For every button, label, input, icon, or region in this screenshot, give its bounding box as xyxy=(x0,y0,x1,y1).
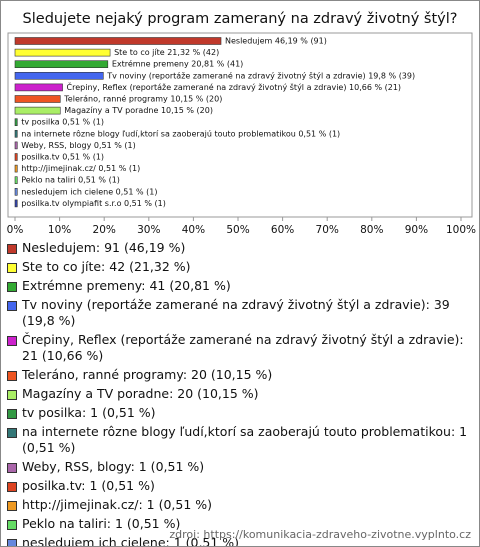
legend-label: na internete rôzne blogy ľudí,ktorí sa z… xyxy=(22,424,472,455)
x-tick-label: 100% xyxy=(446,224,476,236)
legend-item: nesledujem ich cielene: 1 (0,51 %) xyxy=(7,535,473,547)
legend-swatch xyxy=(7,501,17,511)
bar xyxy=(14,164,18,173)
bar xyxy=(14,176,18,184)
legend-label: nesledujem ich cielene: 1 (0,51 %) xyxy=(22,535,240,547)
bar-label: tv posilka 0,51 % (1) xyxy=(21,118,104,127)
legend-label: Peklo na taliri: 1 (0,51 %) xyxy=(22,516,181,531)
x-tick-label: 60% xyxy=(271,224,294,236)
legend-swatch xyxy=(7,463,17,473)
legend-item: Peklo na taliri: 1 (0,51 %) xyxy=(7,516,473,532)
legend-swatch xyxy=(7,263,17,273)
legend-item: Teleráno, ranné programy: 20 (10,15 %) xyxy=(7,367,473,383)
bar xyxy=(14,48,111,57)
legend-swatch xyxy=(7,520,17,530)
bar-label: Magazíny a TV poradne 10,15 % (20) xyxy=(64,106,213,115)
legend-label: http://jimejinak.cz/: 1 (0,51 %) xyxy=(22,497,213,512)
bar xyxy=(14,60,109,69)
legend-swatch xyxy=(7,301,17,311)
bar-label: posilka.tv olympiafit s.r.o 0,51 % (1) xyxy=(21,199,166,208)
legend-item: Nesledujem: 91 (46,19 %) xyxy=(7,240,473,256)
legend-item: http://jimejinak.cz/: 1 (0,51 %) xyxy=(7,497,473,513)
bar-label: posilka.tv 0,51 % (1) xyxy=(21,153,104,162)
legend-label: Tv noviny (reportáže zamerané na zdravý … xyxy=(22,297,454,328)
bar xyxy=(14,153,18,161)
chart: Sledujete nejaký program zameraný na zdr… xyxy=(7,11,476,236)
legend-swatch xyxy=(7,390,17,400)
bar-label: nesledujem ich cielene 0,51 % (1) xyxy=(21,187,157,196)
legend: Nesledujem: 91 (46,19 %) Ste to co jíte: … xyxy=(7,240,473,547)
legend-item: posilka.tv: 1 (0,51 %) xyxy=(7,478,473,494)
x-tick-label: 10% xyxy=(48,224,71,236)
source: zdroj: https://komunikacia-zdraveho-zivo… xyxy=(169,528,471,541)
bar xyxy=(14,118,18,126)
legend-swatch xyxy=(7,336,17,346)
bar xyxy=(14,106,61,115)
x-tick-label: 70% xyxy=(316,224,339,236)
legend-swatch xyxy=(7,244,17,254)
plot-frame xyxy=(7,32,473,218)
legend-label: tv posilka: 1 (0,51 %) xyxy=(22,405,156,420)
legend-swatch xyxy=(7,539,17,546)
legend-item: tv posilka: 1 (0,51 %) xyxy=(7,405,473,421)
legend-swatch xyxy=(7,409,17,419)
bar xyxy=(14,37,222,45)
bar xyxy=(14,188,18,196)
bar-label: Črepiny, Reflex (reportáže zamerané na z… xyxy=(67,81,402,92)
bar-label: Weby, RSS, blogy 0,51 % (1) xyxy=(21,141,135,150)
legend-item: Magazíny a TV poradne: 20 (10,15 %) xyxy=(7,386,473,402)
bar-label: Nesledujem 46,19 % (91) xyxy=(225,37,327,46)
bar xyxy=(14,130,18,138)
legend-item: Tv noviny (reportáže zamerané na zdravý … xyxy=(7,297,473,329)
legend-label: Črepiny, Reflex (reportáže zamerané na z… xyxy=(22,332,468,363)
bar xyxy=(14,72,104,80)
legend-swatch xyxy=(7,371,17,381)
legend-item: na internete rôzne blogy ľudí,ktorí sa z… xyxy=(7,424,473,456)
bar-label: Teleráno, ranné programy 10,15 % (20) xyxy=(63,94,222,104)
bar xyxy=(14,95,61,103)
legend-swatch xyxy=(7,482,17,492)
x-tick-label: 20% xyxy=(93,224,116,236)
bar-label: http://jimejinak.cz/ 0,51 % (1) xyxy=(21,164,140,173)
x-tick-label: 40% xyxy=(182,224,205,236)
legend-label: Ste to co jíte: 42 (21,32 %) xyxy=(22,259,191,274)
bar-label: Tv noviny (reportáže zamerané na zdravý … xyxy=(106,70,415,80)
x-tick-label: 80% xyxy=(360,224,383,236)
legend-label: Teleráno, ranné programy: 20 (10,15 %) xyxy=(22,367,273,382)
bar-label: na internete rôzne blogy ľudí,ktorí sa z… xyxy=(21,128,340,138)
x-tick-label: 0% xyxy=(7,224,24,236)
bar xyxy=(14,141,18,150)
x-tick-label: 50% xyxy=(226,224,249,236)
legend-label: Nesledujem: 91 (46,19 %) xyxy=(22,240,186,255)
legend-item: Ste to co jíte: 42 (21,32 %) xyxy=(7,259,473,275)
legend-label: Weby, RSS, blogy: 1 (0,51 %) xyxy=(22,459,205,474)
legend-label: Magazíny a TV poradne: 20 (10,15 %) xyxy=(22,386,259,401)
x-tick-label: 30% xyxy=(137,224,160,236)
legend-label: Extrémne premeny: 41 (20,81 %) xyxy=(22,278,231,293)
legend-label: posilka.tv: 1 (0,51 %) xyxy=(22,478,155,493)
legend-item: Extrémne premeny: 41 (20,81 %) xyxy=(7,278,473,294)
legend-swatch xyxy=(7,282,17,292)
bar-label: Peklo na taliri 0,51 % (1) xyxy=(21,176,120,185)
x-tick-label: 90% xyxy=(405,224,428,236)
bar xyxy=(14,83,63,92)
bar-label: Ste to co jíte 21,32 % (42) xyxy=(114,48,219,57)
bar xyxy=(14,199,18,208)
chart-title: Sledujete nejaký program zameraný na zdr… xyxy=(23,11,458,27)
legend-swatch xyxy=(7,428,17,438)
legend-item: Weby, RSS, blogy: 1 (0,51 %) xyxy=(7,459,473,475)
bar-label: Extrémne premeny 20,81 % (41) xyxy=(112,59,243,69)
legend-item: Črepiny, Reflex (reportáže zamerané na z… xyxy=(7,332,473,364)
